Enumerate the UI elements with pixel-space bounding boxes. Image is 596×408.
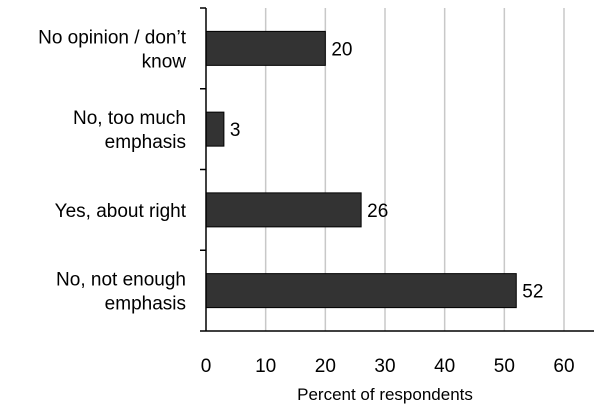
category-label-2-line-0: Yes, about right	[55, 201, 187, 222]
category-labels: No opinion / don’t know No, too much emphas…	[38, 27, 187, 314]
category-label-3-line-0: No, not enough	[56, 270, 186, 291]
x-axis-title: Percent of respondents	[297, 385, 473, 404]
bars	[205, 30, 517, 309]
axes	[200, 7, 594, 332]
category-label-3-line-1: emphasis	[105, 294, 186, 315]
bar-1	[205, 111, 225, 147]
bar-0	[205, 30, 326, 66]
data-label-3: 52	[522, 282, 543, 303]
bar-2	[205, 192, 362, 228]
x-tick-label-30: 30	[374, 356, 395, 377]
x-tick-label-60: 60	[553, 356, 574, 377]
data-label-1: 3	[230, 120, 241, 141]
bar-3	[205, 273, 517, 309]
category-label-0-line-1: know	[142, 51, 187, 72]
data-label-2: 26	[367, 201, 388, 222]
category-label-0-line-0: No opinion / don’t	[38, 27, 187, 48]
x-tick-labels: 0 10 20 30 40 50 60	[201, 356, 575, 377]
data-label-0: 20	[331, 39, 352, 60]
category-label-1-line-0: No, too much	[73, 108, 186, 129]
x-tick-label-20: 20	[315, 356, 336, 377]
x-tick-label-0: 0	[201, 356, 212, 377]
data-labels: 20 3 26 52	[230, 39, 544, 302]
category-label-1-line-1: emphasis	[105, 132, 186, 153]
x-tick-label-10: 10	[255, 356, 276, 377]
x-tick-label-50: 50	[494, 356, 515, 377]
x-tick-label-40: 40	[434, 356, 455, 377]
